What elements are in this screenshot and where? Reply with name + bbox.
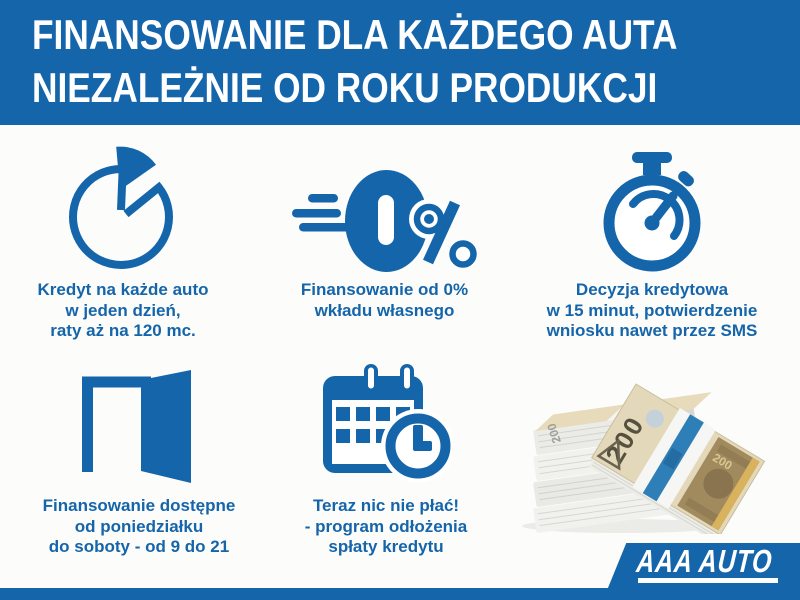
caption-line: spłaty kredytu (328, 537, 444, 556)
feature-caption: Finansowanie dostępne od poniedziałku do… (43, 496, 236, 558)
caption-line: w 15 minut, potwierdzenie (546, 300, 758, 320)
feature-opening-hours: Finansowanie dostępne od poniedziałku do… (18, 360, 260, 558)
leaning-banknote-bundle: 200 200 (588, 383, 766, 543)
logo-text: AAA AUTO (635, 543, 774, 579)
headline: FINANSOWANIE DLA KAŻDEGO AUTA NIEZALEŻNI… (32, 8, 677, 114)
aaa-auto-logo: AAA AUTO (603, 543, 800, 600)
logo-underline (638, 578, 778, 583)
banknote-value-label: 200 (544, 421, 564, 445)
zero-percent-icon (290, 146, 480, 272)
caption-line: wkładu własnego (314, 300, 455, 320)
pie-chart-icon (64, 146, 182, 272)
calendar-clock-icon (320, 360, 452, 488)
feature-zero-percent: Finansowanie od 0% wkładu własnego (262, 146, 507, 321)
feature-decision-time: Decyzja kredytowa w 15 minut, potwierdze… (516, 146, 788, 342)
feature-caption: Decyzja kredytowa w 15 minut, potwierdze… (547, 280, 758, 342)
bottom-bar (0, 588, 800, 600)
caption-line: Decyzja kredytowa (575, 280, 729, 299)
caption-line: w jeden dzień, (65, 300, 181, 320)
caption-line: Finansowanie dostępne (42, 496, 236, 515)
open-door-icon (79, 360, 199, 488)
feature-deferred-payment: Teraz nic nie płać! - program odłożenia … (274, 360, 498, 558)
header-banner: FINANSOWANIE DLA KAŻDEGO AUTA NIEZALEŻNI… (0, 0, 800, 125)
headline-line2: NIEZALEŻNIE OD ROKU PRODUKCJI (32, 64, 658, 111)
feature-caption: Kredyt na każde auto w jeden dzień, raty… (38, 280, 209, 342)
caption-line: od poniedziałku (74, 516, 204, 536)
feature-caption: Finansowanie od 0% wkładu własnego (301, 280, 468, 321)
caption-line: Finansowanie od 0% (300, 280, 469, 299)
caption-line: do soboty - od 9 do 21 (48, 537, 230, 556)
money-banknotes-photo: 200 200 200 (512, 362, 794, 543)
caption-line: raty aż na 120 mc. (50, 321, 196, 340)
feature-caption: Teraz nic nie płać! - program odłożenia … (305, 496, 467, 558)
feature-credit: Kredyt na każde auto w jeden dzień, raty… (8, 146, 238, 342)
caption-line: Teraz nic nie płać! (312, 496, 460, 515)
caption-line: - program odłożenia (304, 516, 468, 536)
caption-line: Kredyt na każde auto (37, 280, 209, 299)
headline-line1: FINANSOWANIE DLA KAŻDEGO AUTA (32, 11, 678, 58)
caption-line: wniosku nawet przez SMS (546, 321, 758, 340)
stopwatch-icon (600, 146, 704, 272)
